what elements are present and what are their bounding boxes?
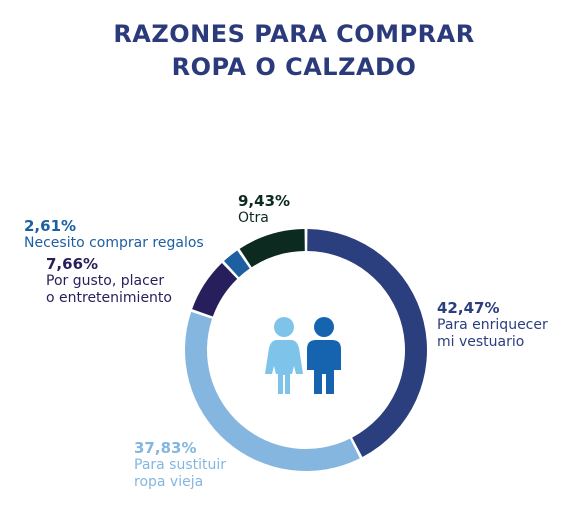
slice-text-sustituir-1: Para sustituir bbox=[134, 457, 227, 473]
donut-slice-enriquecer bbox=[307, 229, 427, 458]
slice-label-gusto: 7,66% Por gusto, placer o entretenimient… bbox=[46, 256, 172, 307]
donut-slice-sustituir bbox=[185, 311, 360, 471]
slice-label-sustituir: 37,83% Para sustituir ropa vieja bbox=[134, 440, 226, 491]
chart-title: RAZONES PARA COMPRAR ROPA O CALZADO bbox=[0, 18, 588, 84]
donut-slices bbox=[185, 229, 427, 471]
chart-title-line1: RAZONES PARA COMPRAR bbox=[113, 20, 475, 48]
slice-text-enriquecer-2: mi vestuario bbox=[437, 334, 525, 350]
slice-text-sustituir-2: ropa vieja bbox=[134, 474, 204, 490]
chart-title-line2: ROPA O CALZADO bbox=[171, 53, 417, 81]
slice-percent-sustituir: 37,83% bbox=[134, 439, 197, 457]
slice-percent-regalos: 2,61% bbox=[24, 217, 77, 235]
slice-text-otra-1: Otra bbox=[238, 210, 269, 226]
slice-label-enriquecer: 42,47% Para enriquecer mi vestuario bbox=[437, 300, 548, 351]
slice-text-gusto-1: Por gusto, placer bbox=[46, 273, 165, 289]
donut-slice-otra bbox=[239, 229, 305, 268]
donut-slice-regalos bbox=[224, 250, 250, 278]
man-icon bbox=[307, 317, 341, 394]
slice-percent-enriquecer: 42,47% bbox=[437, 299, 500, 317]
slice-label-otra: 9,43% Otra bbox=[238, 193, 290, 227]
donut-slice-gusto bbox=[192, 263, 238, 317]
slice-percent-gusto: 7,66% bbox=[46, 255, 99, 273]
slice-label-regalos: 2,61% Necesito comprar regalos bbox=[24, 218, 204, 252]
slice-text-regalos-1: Necesito comprar regalos bbox=[24, 235, 204, 251]
slice-percent-otra: 9,43% bbox=[238, 192, 291, 210]
slice-text-gusto-2: o entretenimiento bbox=[46, 290, 172, 306]
slice-text-enriquecer-1: Para enriquecer bbox=[437, 317, 548, 333]
woman-icon bbox=[265, 317, 303, 394]
